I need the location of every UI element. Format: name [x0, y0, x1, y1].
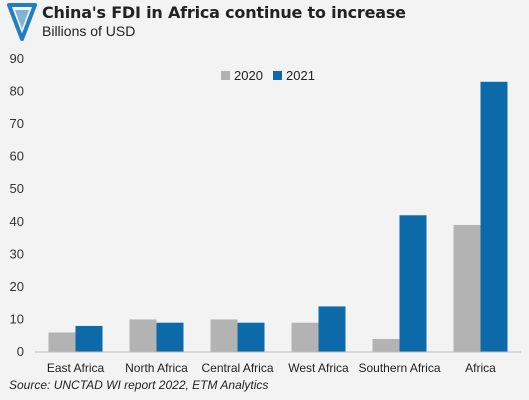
- bar-2020: [291, 322, 319, 352]
- bar-2021: [75, 325, 103, 352]
- chart-subtitle: Billions of USD: [42, 23, 136, 39]
- bar-2020: [453, 225, 481, 352]
- x-category-label: Africa: [465, 361, 496, 375]
- y-tick-label: 0: [17, 344, 24, 359]
- source-note: Source: UNCTAD WI report 2022, ETM Analy…: [9, 378, 269, 392]
- triangle-logo-icon: [7, 3, 37, 41]
- y-tick-label: 70: [10, 116, 24, 131]
- y-tick-label: 10: [10, 311, 24, 326]
- bar-2020: [210, 319, 238, 352]
- legend-label-2021: 2021: [286, 68, 315, 83]
- legend: 2020 2021: [221, 68, 315, 83]
- legend-label-2020: 2020: [234, 68, 263, 83]
- bar-2020: [372, 338, 400, 352]
- bar-2020: [129, 319, 157, 352]
- y-tick-label: 30: [10, 246, 24, 261]
- y-tick-label: 80: [10, 84, 24, 99]
- y-tick-label: 90: [10, 51, 24, 66]
- y-tick-label: 20: [10, 279, 24, 294]
- y-tick-label: 50: [10, 181, 24, 196]
- bar-2020: [48, 332, 76, 352]
- x-axis: East Africa North Africa Central Africa Wes…: [35, 351, 521, 375]
- x-category-label: East Africa: [47, 361, 105, 375]
- x-category-label: West Africa: [288, 361, 349, 375]
- x-category-label: Southern Africa: [358, 361, 440, 375]
- bar-2021: [318, 306, 346, 352]
- y-axis: 0 10 20 30 40 50 60 70 80 90: [10, 51, 24, 359]
- x-category-label: Central Africa: [201, 361, 273, 375]
- bar-2021: [480, 81, 508, 353]
- bar-2021: [237, 322, 265, 352]
- legend-swatch-2021: [273, 71, 282, 80]
- bar-2021: [399, 215, 427, 352]
- y-tick-label: 60: [10, 149, 24, 164]
- x-category-label: North Africa: [125, 361, 188, 375]
- bars: [48, 81, 508, 353]
- y-tick-label: 40: [10, 214, 24, 229]
- legend-swatch-2020: [221, 71, 230, 80]
- chart-title: China's FDI in Africa continue to increa…: [42, 3, 406, 22]
- bar-2021: [156, 322, 184, 352]
